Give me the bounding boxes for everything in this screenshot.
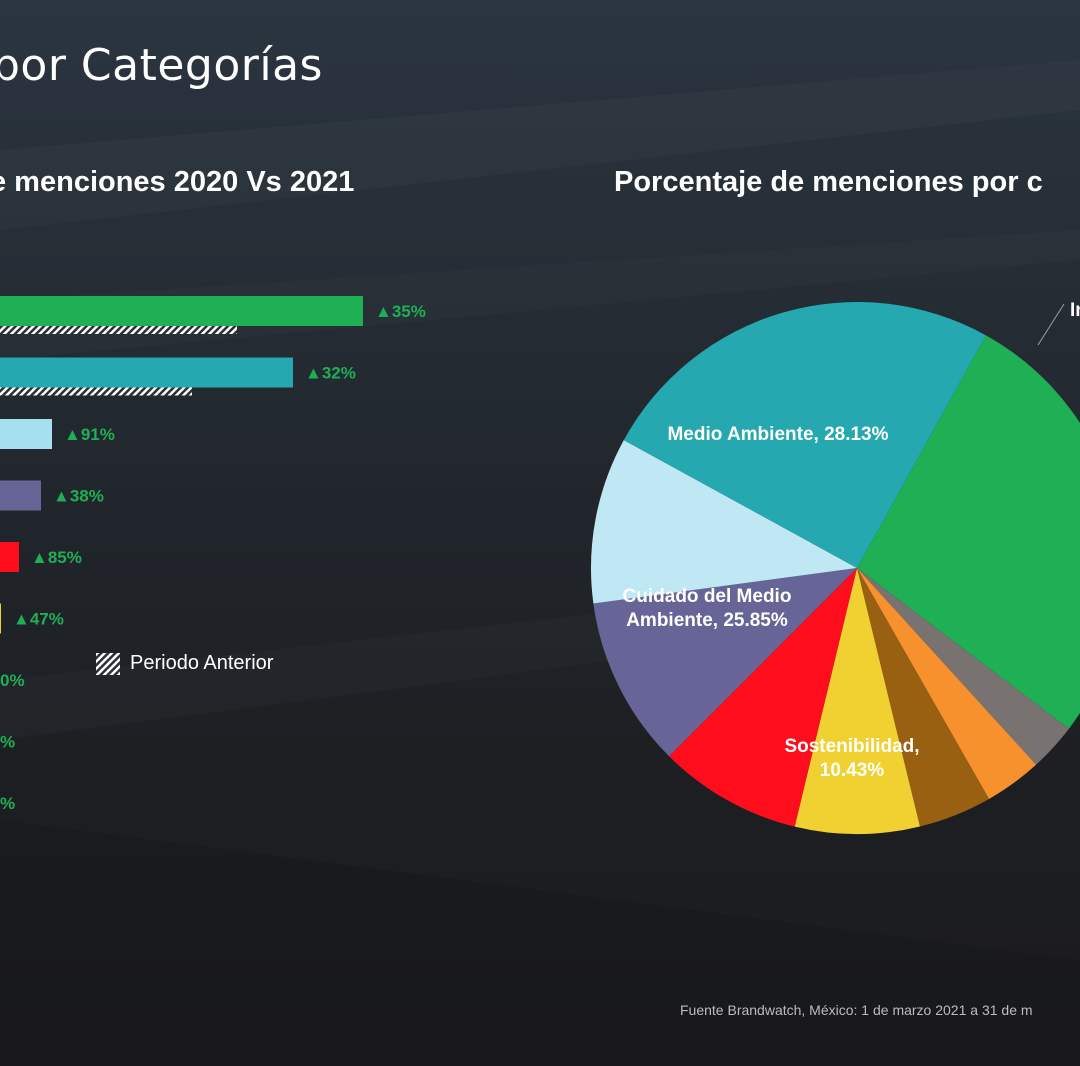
pie-slice bbox=[668, 568, 857, 827]
hatched-swatch bbox=[96, 652, 120, 675]
pie-slice bbox=[591, 440, 857, 604]
bar-current bbox=[0, 542, 19, 572]
pie-slice-label: Cuidado del Medio bbox=[623, 586, 792, 607]
change-label: ▲38% bbox=[53, 487, 104, 506]
pie-slice-label: Ambiente, 25.85% bbox=[626, 610, 788, 631]
pie-slice bbox=[794, 568, 920, 834]
bar-previous bbox=[0, 326, 237, 334]
pie-chart-title: Porcentaje de menciones por c bbox=[614, 166, 1043, 198]
change-label: ▲32% bbox=[305, 364, 356, 383]
change-label: % bbox=[0, 733, 15, 752]
pie-partial-label: In bbox=[1070, 300, 1080, 321]
source-note: Fuente Brandwatch, México: 1 de marzo 20… bbox=[680, 1002, 1033, 1018]
pie-slice bbox=[857, 568, 989, 827]
change-label: ▲85% bbox=[31, 548, 82, 567]
page-title: por Categorías bbox=[0, 40, 323, 91]
pie-slice bbox=[857, 568, 1037, 799]
bar-current bbox=[0, 603, 1, 634]
legend-label: Periodo Anterior bbox=[130, 652, 274, 674]
pie-slice bbox=[623, 302, 986, 568]
bar-previous bbox=[0, 387, 192, 396]
change-label: 0% bbox=[0, 671, 25, 690]
bar-chart-title: e menciones 2020 Vs 2021 bbox=[0, 166, 355, 198]
legend: Periodo Anterior bbox=[96, 652, 273, 675]
bar-chart: ▲35% ▲32% ▲91% ▲38% ▲85% ▲47% 0%%% bbox=[0, 296, 426, 813]
pie-slice-label: Medio Ambiente, 28.13% bbox=[667, 424, 888, 445]
bar-current bbox=[0, 419, 52, 449]
pie-slice bbox=[593, 568, 857, 757]
change-label: ▲35% bbox=[375, 302, 426, 321]
pie-chart: Medio Ambiente, 28.13% Sostenibilidad, 10.… bbox=[591, 300, 1080, 834]
pie-slice bbox=[857, 568, 1069, 765]
pie-slice-label: 10.43% bbox=[820, 760, 885, 781]
pie-slice-label: Sostenibilidad, bbox=[784, 736, 919, 757]
bar-current bbox=[0, 480, 41, 511]
bar-current bbox=[0, 357, 293, 388]
change-label: ▲47% bbox=[13, 610, 64, 629]
change-label: ▲91% bbox=[64, 425, 115, 444]
pie-slice bbox=[857, 335, 1080, 729]
leader-line bbox=[1037, 303, 1065, 346]
bar-current bbox=[0, 296, 363, 326]
change-label: % bbox=[0, 794, 15, 813]
